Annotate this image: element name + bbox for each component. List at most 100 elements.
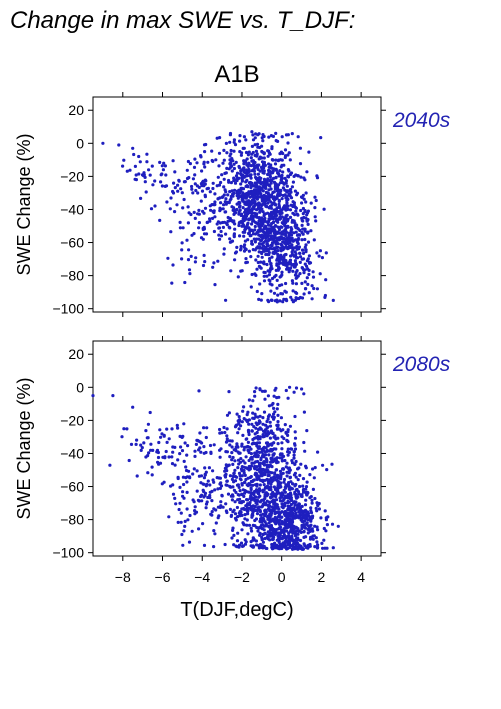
scatter-point [283,261,287,265]
scatter-point [298,272,302,276]
scatter-point [134,173,138,177]
scatter-point [185,238,189,242]
scatter-point [325,546,329,550]
scatter-point [187,176,191,180]
scatter-point [257,250,261,254]
scatter-point [294,256,299,260]
scatter-point [286,482,290,486]
scatter-point [167,437,171,441]
scatter-point [212,443,216,447]
scatter-point [229,159,233,163]
scatter-point [274,495,278,499]
scatter-point [277,202,281,206]
scatter-point [239,457,243,461]
scatter-point [202,543,207,548]
scatter-point [268,420,272,424]
scatter-point [235,505,239,510]
scatter-point [247,398,251,402]
scatter-point [260,238,264,242]
scatter-point [272,535,276,539]
scatter-point [265,220,269,224]
scatter-point [217,233,221,237]
scatter-point [261,139,265,143]
scatter-point [297,514,301,518]
scatter-point [146,471,150,475]
scatter-point [268,152,272,156]
scatter-point [180,248,184,252]
scatter-point [281,541,285,545]
scatter-point [227,463,231,467]
scatter-point [240,212,244,216]
scatter-point [268,184,272,188]
scatter-point [266,473,270,478]
scatter-point [179,520,183,524]
scatter-point [183,519,187,524]
scatter-point [306,209,310,213]
scatter-point [253,412,257,416]
scatter-point [255,449,259,453]
scatter-point [301,212,305,216]
scatter-point [309,519,313,523]
scatter-point [242,224,246,228]
scatter-point [293,221,297,225]
scatter-point [324,278,328,282]
scatter-point [162,161,166,165]
scatter-point [276,534,280,539]
scatter-point [267,135,271,139]
scatter-point [214,508,218,512]
scatter-point [170,462,175,466]
scatter-point [254,132,258,136]
scatter-point [267,188,271,192]
scatter-point [296,505,300,509]
scatter-point [252,436,257,440]
scatter-point [256,245,260,249]
scatter-point [224,232,228,236]
scatter-point [293,213,297,217]
scatter-point [229,181,233,185]
scatter-point [296,135,300,139]
scatter-point [283,148,288,152]
y-tick-label: 0 [76,135,84,151]
scatter-point [283,494,288,498]
scatter-point [227,178,231,183]
scatter-point [225,427,229,431]
scatter-point [276,442,280,446]
scatter-point [143,180,147,184]
y-axis-label: SWE Change (%) [14,377,34,519]
scatter-point [266,243,270,248]
scatter-point [229,240,233,244]
scatter-point [178,226,182,230]
scatter-point [296,490,301,494]
scatter-point [298,505,302,509]
scatter-point [315,287,319,291]
scatter-point [204,484,208,488]
scatter-point [223,200,227,204]
scatter-point [257,237,261,241]
scatter-point [290,506,294,510]
scatter-point [198,431,202,435]
scatter-point [213,202,217,207]
scatter-point [257,543,262,547]
scatter-point [241,146,245,150]
scatter-point [203,206,208,210]
scatter-point [206,160,210,164]
scatter-point [277,540,281,545]
scatter-point [245,518,249,522]
scatter-point [253,524,257,528]
scatter-point [275,278,279,282]
scatter-point [309,229,313,233]
scatter-point [285,529,289,533]
scatter-point [272,225,276,229]
scatter-point [122,427,126,431]
scatter-point [318,249,322,253]
scatter-point [249,464,254,468]
scatter-point [190,184,194,189]
scatter-point [148,173,152,177]
scatter-point [273,487,278,492]
scatter-point [271,176,276,180]
scatter-point [260,255,264,259]
scatter-point [244,437,248,441]
scatter-point [254,386,258,390]
